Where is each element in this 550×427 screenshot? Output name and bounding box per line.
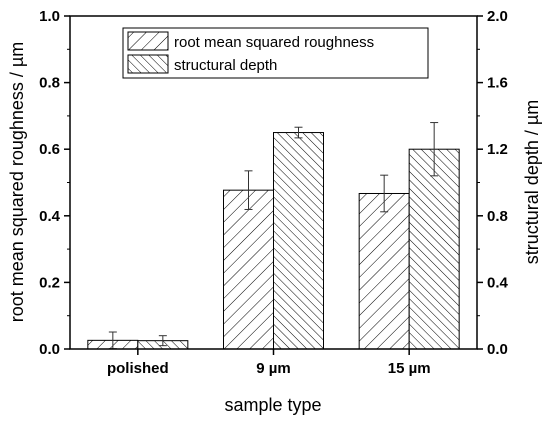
y-right-tick-label: 0.0 <box>487 341 508 358</box>
legend-swatch-rms <box>127 31 169 51</box>
right-y-axis: 0.0 0.4 0.8 1.2 1.6 2.0 <box>477 8 509 358</box>
y-tick-label: 0.2 <box>39 274 60 291</box>
y-axis-title-right: structural depth / µm <box>522 100 542 264</box>
x-axis-title: sample type <box>224 395 321 415</box>
legend-box <box>122 27 429 79</box>
y-tick-label: 0.4 <box>39 208 61 225</box>
y-tick-label: 1.0 <box>39 8 60 25</box>
bar-depth <box>273 132 324 350</box>
x-tick-label: polished <box>107 360 169 377</box>
bar-rms <box>358 192 410 350</box>
y-axis-title: root mean squared roughness / µm <box>7 42 27 323</box>
legend-swatch-depth <box>127 54 169 74</box>
y-right-tick-label: 2.0 <box>487 8 508 25</box>
y-right-tick-label: 0.4 <box>487 274 509 291</box>
bar-rms <box>223 189 274 350</box>
x-axis: polished 9 µm 15 µm <box>107 349 431 377</box>
y-right-tick-label: 1.2 <box>487 141 508 158</box>
bars-layer <box>87 132 460 350</box>
x-tick-label: 9 µm <box>256 360 291 377</box>
x-tick-label: 15 µm <box>388 360 431 377</box>
y-tick-label: 0.8 <box>39 75 60 92</box>
bar-depth <box>408 148 460 350</box>
legend: root mean squared roughness structural d… <box>122 27 429 79</box>
left-y-axis: 0.0 0.2 0.4 0.6 0.8 1.0 <box>39 8 70 358</box>
y-tick-label: 0.6 <box>39 141 60 158</box>
y-right-tick-label: 0.8 <box>487 208 508 225</box>
error-bars-layer <box>108 122 439 350</box>
y-right-tick-label: 1.6 <box>487 75 508 92</box>
legend-label-rms: root mean squared roughness <box>174 34 374 51</box>
y-tick-label: 0.0 <box>39 341 60 358</box>
legend-label-depth: structural depth <box>174 57 277 74</box>
